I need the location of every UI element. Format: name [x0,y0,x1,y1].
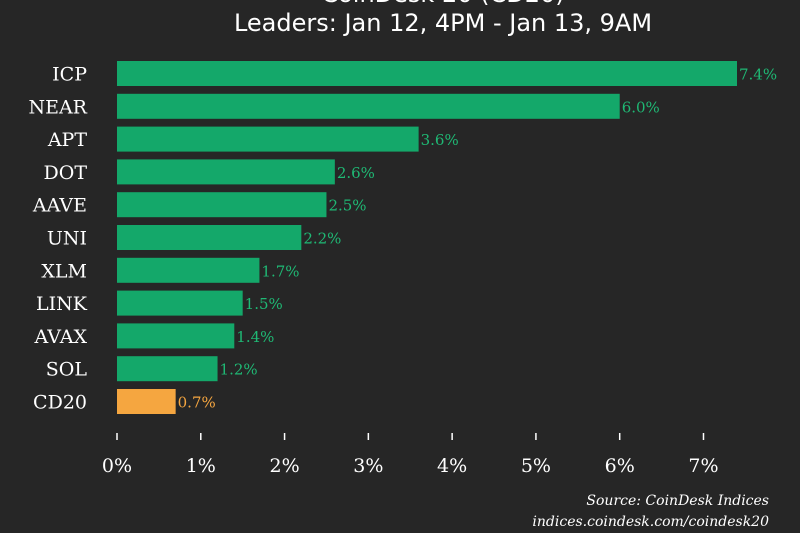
data-label-icp: 7.4% [739,66,777,84]
bars-group: ICP 7.4% NEAR 6.0% APT 3.6% DOT 2.6% AAVE 2.5% UNI… [28,61,777,414]
category-label-dot: DOT [44,162,88,184]
bar-xlm [117,257,260,283]
data-label-link: 1.5% [245,295,283,313]
data-label-near: 6.0% [622,98,660,116]
x-tick-label: 1% [186,455,216,477]
category-label-aave: AAVE [32,195,87,217]
x-tick-label: 4% [437,455,467,477]
source-line-1: Source: CoinDesk Indices [586,493,769,509]
x-tick-label: 2% [269,455,299,477]
data-label-sol: 1.2% [220,361,258,379]
data-label-avax: 1.4% [236,328,274,346]
bar-sol [117,356,218,382]
category-label-xlm: XLM [41,260,87,282]
category-label-cd20: CD20 [33,392,87,414]
category-label-uni: UNI [47,228,87,250]
bar-cd20 [117,389,176,414]
category-label-avax: AVAX [34,326,88,348]
category-label-apt: APT [47,129,88,151]
category-label-sol: SOL [46,359,88,381]
bar-icp [117,61,737,86]
bar-avax [117,323,235,349]
chart-subtitle: Leaders: Jan 12, 4PM - Jan 13, 9AM [234,9,652,37]
x-axis: 0% 1% 2% 3% 4% 5% 6% 7% [102,433,719,477]
data-label-apt: 3.6% [421,131,459,149]
x-tick-label: 0% [102,455,132,477]
category-label-link: LINK [36,293,88,315]
bar-link [117,290,243,316]
category-label-icp: ICP [52,64,87,86]
bar-apt [117,126,419,152]
bar-near [117,93,620,119]
category-label-near: NEAR [28,96,87,118]
data-label-xlm: 1.7% [261,262,299,280]
x-tick-label: 7% [688,455,718,477]
x-tick-label: 6% [605,455,635,477]
data-label-dot: 2.6% [337,164,375,182]
bar-aave [117,192,327,218]
source-line-2: indices.coindesk.com/coindesk20 [532,514,769,530]
x-tick-label: 3% [353,455,383,477]
data-label-aave: 2.5% [328,197,366,215]
bar-dot [117,159,335,185]
x-tick-label: 5% [521,455,551,477]
data-label-cd20: 0.7% [178,394,216,412]
data-label-uni: 2.2% [303,230,341,248]
chart-title: CoinDesk 20 (CD20) [321,0,564,8]
bar-uni [117,225,302,250]
